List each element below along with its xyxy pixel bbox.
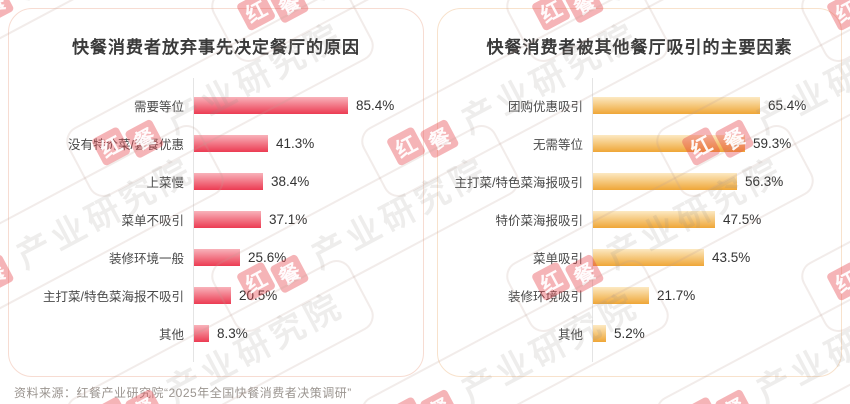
bar [593,172,737,190]
value-label: 21.7% [657,287,696,303]
bar-chart-abandon-reasons: 需要等位 85.4% 没有特价菜/套餐优惠 41.3% 上菜慢 38.4% 菜单不吸引 37.… [9,78,423,362]
category-label: 特价菜海报吸引 [495,213,583,228]
bar-rows: 需要等位 85.4% 没有特价菜/套餐优惠 41.3% 上菜慢 38.4% 菜单不吸引 37.… [43,78,411,362]
value-label: 25.6% [248,249,287,265]
bar-row: 装修环境吸引 21.7% [508,276,829,314]
bar [194,96,348,114]
bar [194,286,231,304]
bar-row: 菜单吸引 43.5% [533,238,829,276]
value-label: 5.2% [614,325,645,341]
bar [194,248,240,266]
value-label: 41.3% [276,135,315,151]
chart-card-abandon-reasons: 快餐消费者放弃事先决定餐厅的原因 需要等位 85.4% 没有特价菜/套餐优惠 41.3… [8,8,424,377]
watermark-text: 产业研究院 [596,0,791,8]
bar-rows: 团购优惠吸引 65.4% 无需等位 59.3% 主打菜/特色菜海报吸引 56.3% 特价菜海… [455,78,829,362]
value-label: 59.3% [753,135,792,151]
bar [593,286,649,304]
category-label: 上菜慢 [146,175,184,190]
value-label: 20.5% [239,287,278,303]
bar-row: 无需等位 59.3% [533,124,829,162]
category-label: 需要等位 [133,99,184,114]
category-label: 菜单不吸引 [121,213,184,228]
bar-chart-attraction-factors: 团购优惠吸引 65.4% 无需等位 59.3% 主打菜/特色菜海报吸引 56.3% 特价菜海… [438,78,841,362]
bar-row: 需要等位 85.4% [134,86,411,124]
bar [593,96,760,114]
hongcan-logo-icon: 红餐 [385,381,460,404]
bar-row: 特价菜海报吸引 47.5% [495,200,829,238]
chart-title: 快餐消费者放弃事先决定餐厅的原因 [72,38,360,57]
bar-row: 主打菜/特色菜海报吸引 56.3% [455,162,829,200]
bar [194,210,261,228]
category-label: 团购优惠吸引 [507,99,583,114]
category-label: 其他 [158,327,184,342]
category-label: 主打菜/特色菜海报吸引 [454,175,583,190]
category-label: 没有特价菜/套餐优惠 [68,137,184,152]
bar [593,324,606,342]
hongcan-logo-icon: 红餐 [680,381,755,404]
value-label: 85.4% [356,97,395,113]
bar-row: 菜单不吸引 37.1% [121,200,411,238]
bar [194,134,268,152]
category-label: 装修环境一般 [108,251,184,266]
value-label: 47.5% [723,211,762,227]
chart-card-attraction-factors: 快餐消费者被其他餐厅吸引的主要因素 团购优惠吸引 65.4% 无需等位 59.3% 主打… [437,8,842,377]
value-label: 65.4% [768,97,807,113]
chart-title: 快餐消费者被其他餐厅吸引的主要因素 [486,38,793,57]
bar-row: 上菜慢 38.4% [146,162,411,200]
category-label: 主打菜/特色菜海报不吸引 [43,289,184,304]
bar [593,134,745,152]
watermark-text: 产业研究院 [301,0,496,8]
bar-row: 没有特价菜/套餐优惠 41.3% [68,124,411,162]
category-label: 装修环境吸引 [507,289,583,304]
category-label: 无需等位 [532,137,583,152]
source-note: 资料来源：红餐产业研究院“2025年全国快餐消费者决策调研” [14,386,352,400]
bar-row: 其他 8.3% [159,314,411,352]
bar [194,172,263,190]
value-label: 43.5% [712,249,751,265]
bar-row: 团购优惠吸引 65.4% [508,86,829,124]
watermark-text: 产业研究院 [6,0,201,8]
bar [194,324,209,342]
charts-container: 快餐消费者放弃事先决定餐厅的原因 需要等位 85.4% 没有特价菜/套餐优惠 41.3… [8,8,842,377]
bar [593,210,715,228]
value-label: 56.3% [745,173,784,189]
bar-row: 其他 5.2% [558,314,829,352]
category-label: 菜单吸引 [532,251,583,266]
bar [593,248,704,266]
value-label: 38.4% [271,173,310,189]
value-label: 8.3% [217,325,248,341]
category-label: 其他 [557,327,583,342]
value-label: 37.1% [269,211,308,227]
bar-row: 主打菜/特色菜海报不吸引 20.5% [43,276,411,314]
bar-row: 装修环境一般 25.6% [109,238,411,276]
